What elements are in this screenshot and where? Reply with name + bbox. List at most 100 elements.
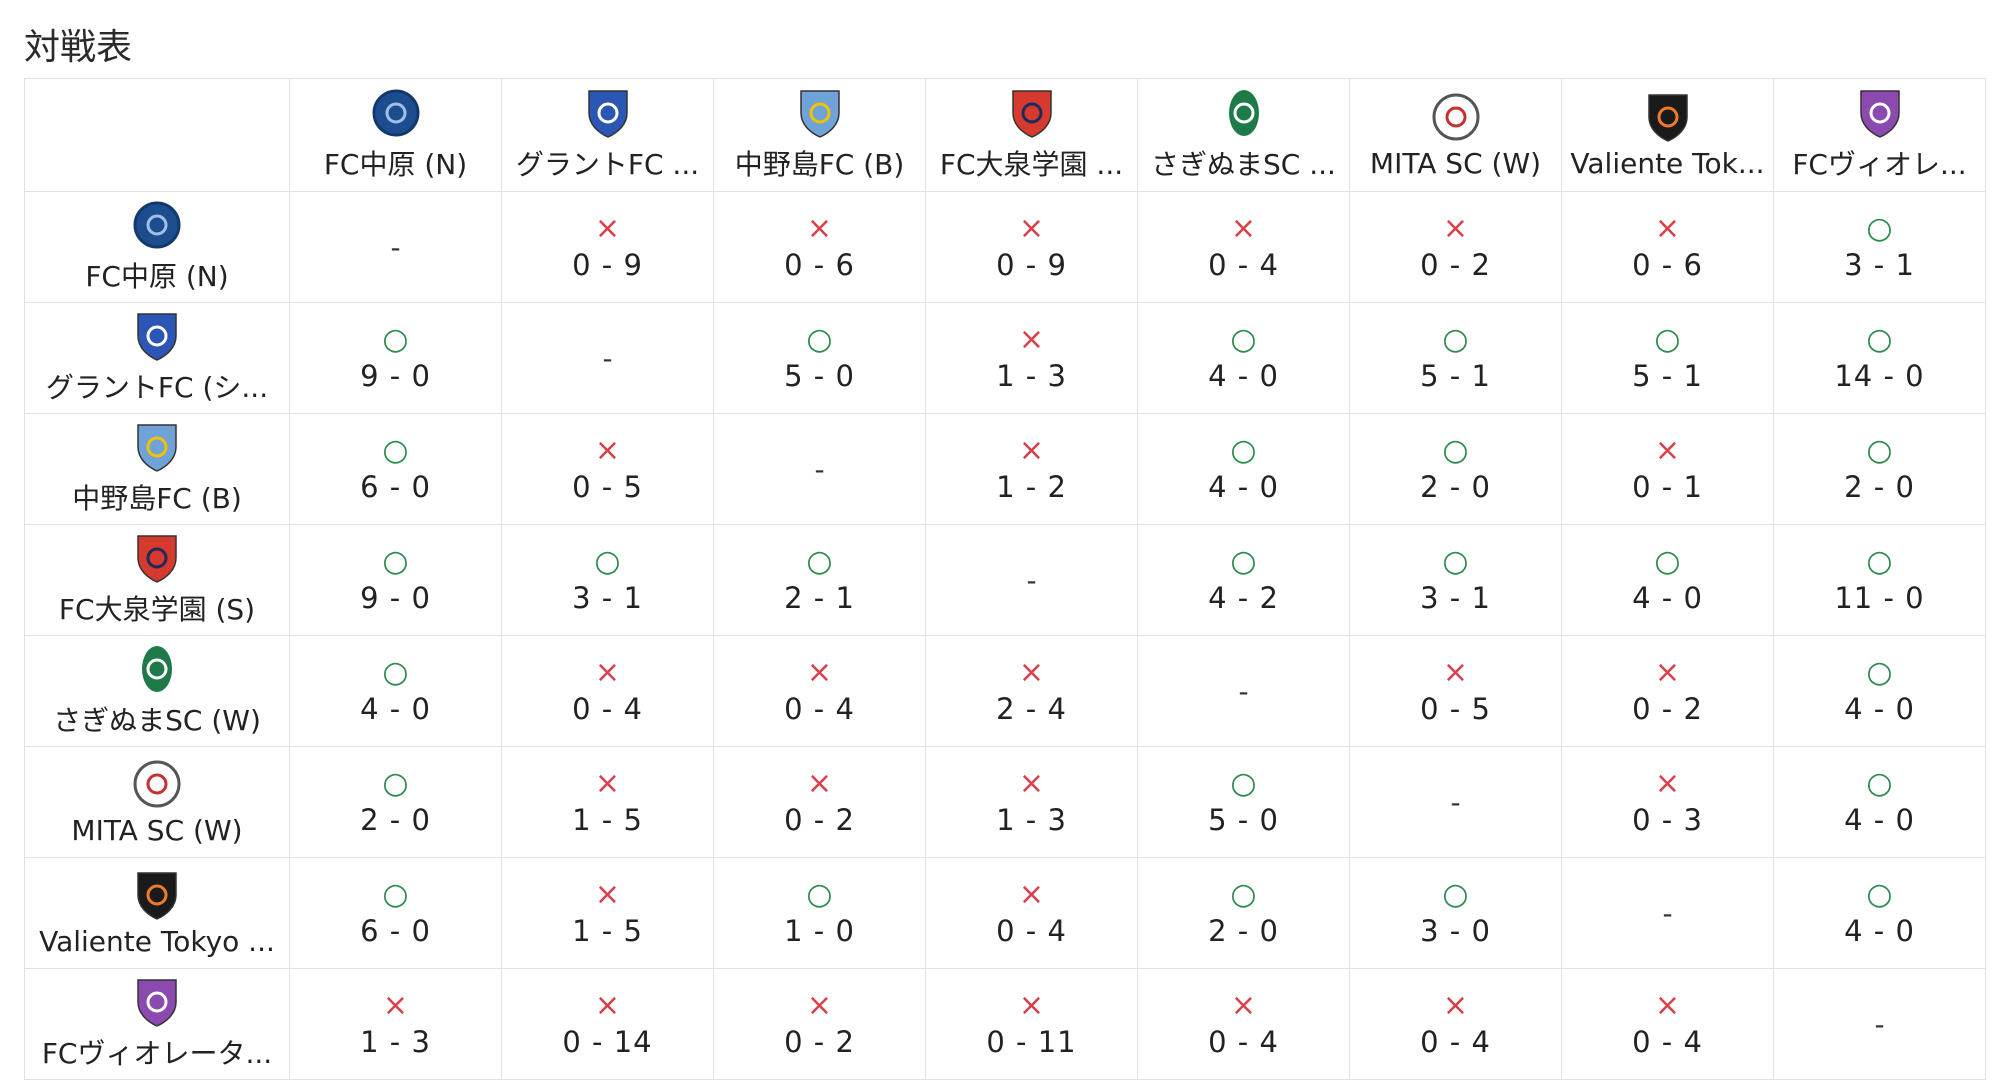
fc-oizumi-gakuen-logo (1011, 90, 1052, 138)
result-cell: × 0 - 4 (1349, 968, 1562, 1080)
loss-mark-icon: × (1442, 655, 1469, 690)
team-label: グラントFC (シ... (26, 310, 289, 406)
win-mark-icon: ○ (1654, 322, 1681, 357)
team-label: MITA SC (W) (26, 758, 289, 847)
match-score: 0 - 4 (1632, 1025, 1703, 1059)
result-cell: ○ 4 - 0 (1137, 413, 1350, 525)
valiente-tokyo-logo (137, 871, 177, 920)
result-cell: ○ 4 - 0 (289, 635, 502, 747)
mita-sc-logo (133, 760, 181, 807)
match-score: 3 - 0 (1420, 914, 1491, 948)
result-cell: × 0 - 5 (1349, 635, 1562, 747)
win-mark-icon: ○ (1442, 322, 1469, 357)
result-cell: ○ 2 - 0 (1349, 413, 1562, 525)
result-cell: ○ 2 - 0 (1137, 857, 1350, 969)
result-cell: ○ 3 - 1 (1773, 191, 1986, 303)
match-score: 5 - 0 (1208, 803, 1279, 837)
team-name: FC大泉学園 ... (939, 148, 1124, 181)
result-cell: ○ 4 - 0 (1561, 524, 1774, 636)
match-score: 4 - 0 (1208, 359, 1279, 393)
match-score: 5 - 1 (1420, 359, 1491, 393)
result-cell: × 1 - 5 (501, 746, 714, 858)
team-label: 中野島FC (B) (715, 80, 925, 191)
match-score: 0 - 2 (1420, 248, 1491, 282)
win-mark-icon: ○ (1866, 544, 1893, 579)
self-match-dash: - (1238, 674, 1249, 708)
self-match-dash: - (1662, 896, 1673, 930)
loss-mark-icon: × (1230, 988, 1257, 1023)
match-score: 5 - 1 (1632, 359, 1703, 393)
loss-mark-icon: × (1230, 211, 1257, 246)
team-name: グラントFC ... (515, 148, 700, 181)
team-name: MITA SC (W) (71, 813, 243, 847)
match-score: 4 - 0 (1844, 803, 1915, 837)
win-mark-icon: ○ (1866, 655, 1893, 690)
loss-mark-icon: × (594, 766, 621, 801)
match-score: 3 - 1 (1844, 248, 1915, 282)
table-body: FC中原 (N) - × 0 - 9 × 0 - 6 × 0 - 9 × 0 - 4 × 0 - 2 ×… (24, 191, 1986, 1080)
team-name: MITA SC (W) (1369, 146, 1542, 180)
match-score: 2 - 0 (360, 803, 431, 837)
match-score: 3 - 1 (1420, 581, 1491, 615)
self-match-dash: - (814, 452, 825, 486)
table-row: 中野島FC (B) ○ 6 - 0 × 0 - 5- × 1 - 2 ○ 4 - 0 ○ 2 - 0… (24, 413, 1986, 525)
match-score: 4 - 0 (1208, 470, 1279, 504)
team-label: 中野島FC (B) (26, 421, 289, 517)
match-score: 2 - 0 (1844, 470, 1915, 504)
match-score: 4 - 0 (1632, 581, 1703, 615)
loss-mark-icon: × (382, 988, 409, 1023)
win-mark-icon: ○ (1442, 877, 1469, 912)
match-score: 6 - 0 (360, 914, 431, 948)
result-cell: ○ 3 - 1 (501, 524, 714, 636)
result-cell: ○ 4 - 0 (1137, 302, 1350, 414)
match-score: 0 - 6 (1632, 248, 1703, 282)
win-mark-icon: ○ (1654, 544, 1681, 579)
team-label: FC大泉学園 (S) (26, 532, 289, 628)
loss-mark-icon: × (806, 655, 833, 690)
match-score: 3 - 1 (572, 581, 643, 615)
column-header-team-8: FCヴィオレ... (1773, 78, 1986, 192)
valiente-tokyo-logo (1647, 93, 1688, 142)
result-cell: × 0 - 9 (501, 191, 714, 303)
result-cell: - (1773, 968, 1986, 1080)
loss-mark-icon: × (1018, 988, 1045, 1023)
team-name: FC大泉学園 (S) (58, 593, 256, 626)
result-cell: ○ 2 - 0 (289, 746, 502, 858)
result-cell: ○ 9 - 0 (289, 524, 502, 636)
result-cell: ○ 1 - 0 (713, 857, 926, 969)
table-row: さぎぬまSC (W) ○ 4 - 0 × 0 - 4 × 0 - 4 × 2 - 4- × 0 - … (24, 635, 1986, 747)
result-cell: ○ 5 - 1 (1561, 302, 1774, 414)
result-cell: ○ 3 - 1 (1349, 524, 1562, 636)
team-label: グラントFC ... (503, 80, 713, 191)
match-score: 0 - 9 (996, 248, 1067, 282)
result-cell: - (1561, 857, 1774, 969)
result-cell: × 0 - 4 (1137, 968, 1350, 1080)
result-cell: ○ 5 - 1 (1349, 302, 1562, 414)
result-cell: ○ 4 - 0 (1773, 857, 1986, 969)
column-header-team-5: さぎぬまSC ... (1137, 78, 1350, 192)
row-header-team-4: FC大泉学園 (S) (24, 524, 290, 636)
column-header-team-7: Valiente Tok... (1561, 78, 1774, 192)
header-row: FC中原 (N) グラントFC ... 中野島FC (B) FC大泉学園 ... さぎぬ… (24, 78, 1986, 192)
match-score: 4 - 0 (1844, 692, 1915, 726)
win-mark-icon: ○ (1442, 544, 1469, 579)
team-label: さぎぬまSC (W) (26, 643, 289, 739)
win-mark-icon: ○ (382, 766, 409, 801)
loss-mark-icon: × (806, 988, 833, 1023)
table-row: FCヴィオレータ... × 1 - 3 × 0 - 14 × 0 - 2 × 0 - 11 × 0 … (24, 968, 1986, 1080)
loss-mark-icon: × (1442, 211, 1469, 246)
win-mark-icon: ○ (382, 322, 409, 357)
team-name: 中野島FC (B) (72, 482, 242, 515)
fc-oizumi-gakuen-logo (137, 535, 177, 583)
match-score: 2 - 0 (1208, 914, 1279, 948)
team-label: Valiente Tok... (1563, 80, 1773, 191)
win-mark-icon: ○ (1230, 877, 1257, 912)
loss-mark-icon: × (1654, 211, 1681, 246)
match-score: 0 - 2 (784, 803, 855, 837)
win-mark-icon: ○ (1230, 322, 1257, 357)
result-cell: - (289, 191, 502, 303)
column-header-team-2: グラントFC ... (501, 78, 714, 192)
match-score: 2 - 4 (996, 692, 1067, 726)
match-score: 2 - 0 (1420, 470, 1491, 504)
mita-sc-logo (1432, 93, 1479, 140)
